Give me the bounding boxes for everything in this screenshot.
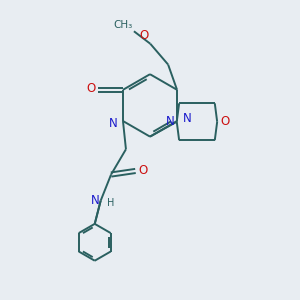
Text: N: N [109, 117, 118, 130]
Text: N: N [90, 194, 99, 207]
Text: O: O [138, 164, 148, 177]
Text: O: O [220, 115, 230, 128]
Text: CH₃: CH₃ [113, 20, 132, 30]
Text: N: N [182, 112, 191, 125]
Text: O: O [140, 29, 149, 42]
Text: N: N [166, 115, 174, 128]
Text: O: O [86, 82, 95, 95]
Text: H: H [107, 198, 115, 208]
